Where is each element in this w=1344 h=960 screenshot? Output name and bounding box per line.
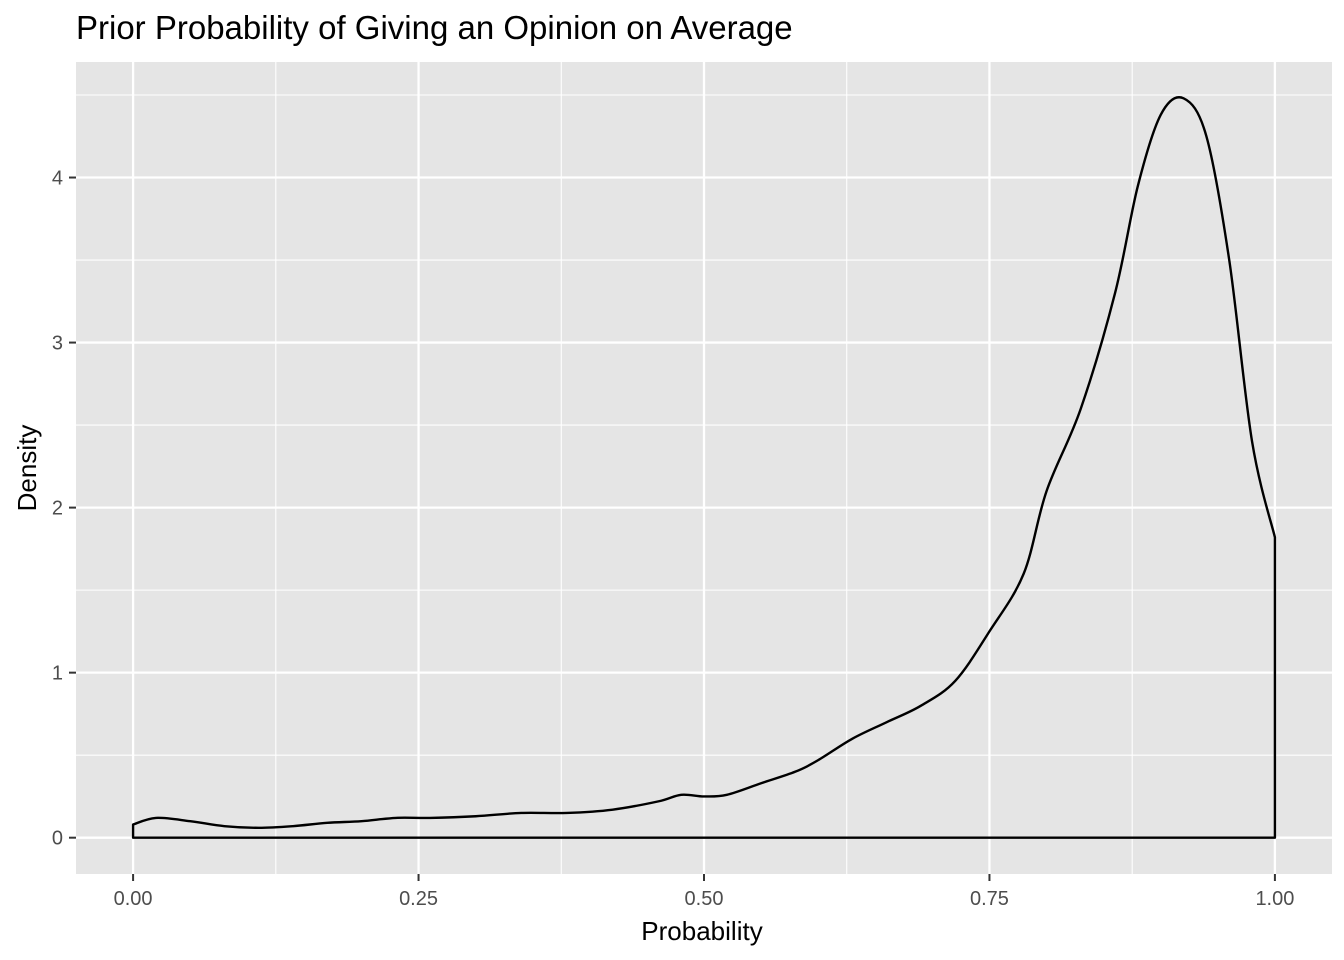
x-tick-label: 1.00 [1255, 888, 1294, 910]
y-tick-label: 3 [52, 333, 63, 355]
y-axis-title: Density [12, 425, 42, 512]
y-tick-label: 0 [52, 828, 63, 850]
density-curve-layer [131, 96, 1277, 839]
x-tick-label: 0.25 [399, 888, 438, 910]
x-tick-label: 0.50 [685, 888, 724, 910]
y-tick-label: 2 [52, 498, 63, 520]
x-tick-label: 0.00 [114, 888, 153, 910]
y-tick-label: 1 [52, 663, 63, 685]
x-axis-title: Probability [641, 916, 762, 946]
axis-ticks [69, 176, 1276, 881]
tick-labels: 0.00 0.25 0.50 0.75 1.00 0 1 2 3 4 [52, 168, 1295, 910]
y-tick-label: 4 [52, 168, 63, 190]
chart-title: Prior Probability of Giving an Opinion o… [76, 9, 793, 46]
x-tick-label: 0.75 [970, 888, 1009, 910]
density-curve [131, 96, 1277, 839]
